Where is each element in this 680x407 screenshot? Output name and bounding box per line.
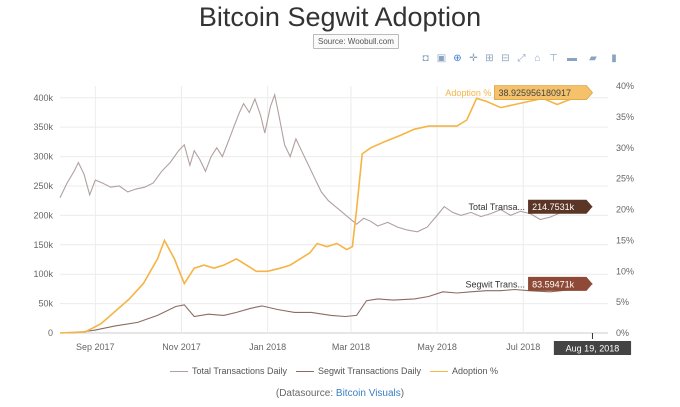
series-line-0: [59, 92, 593, 233]
hover-name-0: Total Transa...: [469, 202, 526, 212]
hover-value-1: 83.59471k: [532, 279, 575, 289]
save-icon[interactable]: ▣: [436, 52, 447, 64]
series-line-1: [59, 283, 593, 334]
legend-item-total[interactable]: Total Transactions Daily: [170, 366, 287, 376]
spike-lines-icon[interactable]: ⊤: [549, 52, 558, 64]
y-left-tick-label: 100k: [33, 269, 53, 279]
x-tick-label: Jan 2018: [249, 342, 286, 352]
pan-icon[interactable]: ✛: [469, 52, 478, 64]
zoom-in-icon[interactable]: ⊞: [485, 52, 494, 64]
y-left-tick-label: 300k: [33, 152, 53, 162]
y-left-tick-label: 150k: [33, 240, 53, 250]
chart-toolbar: ◘ ▣ ⊕ ✛ ⊞ ⊟ ⤢ ⌂ ⊤ ▬ ▰ ▮: [420, 50, 622, 66]
y-left-tick-label: 50k: [38, 299, 53, 309]
legend-label-segwit: Segwit Transactions Daily: [318, 366, 422, 376]
x-tick-label: Mar 2018: [332, 342, 370, 352]
y-left-tick-label: 350k: [33, 122, 53, 132]
plotly-logo-icon[interactable]: ▮: [611, 52, 617, 64]
zoom-out-icon[interactable]: ⊟: [501, 52, 510, 64]
legend-label-adoption: Adoption %: [452, 366, 499, 376]
y-right-tick-label: 15%: [616, 235, 634, 245]
y-right-tick-label: 20%: [616, 205, 634, 215]
y-right-tick-label: 35%: [616, 112, 634, 122]
legend-swatch-total: [170, 370, 188, 372]
reset-axes-icon[interactable]: ⌂: [534, 52, 541, 64]
x-tick-label: Sep 2017: [76, 342, 115, 352]
y-left-tick-label: 200k: [33, 210, 53, 220]
datasource-note: (Datasource: Bitcoin Visuals): [0, 388, 680, 399]
x-tick-label: Jul 2018: [506, 342, 540, 352]
legend-label-total: Total Transactions Daily: [192, 366, 288, 376]
y-right-tick-label: 25%: [616, 174, 634, 184]
y-right-tick-label: 30%: [616, 143, 634, 153]
y-right-tick-label: 5%: [616, 297, 629, 307]
source-label[interactable]: Source: Woobull.com: [313, 34, 399, 49]
x-tick-label: Nov 2017: [162, 342, 201, 352]
y-left-tick-label: 0: [48, 328, 53, 338]
hover-x-label: Aug 19, 2018: [566, 344, 620, 354]
hover-value-box-2: [494, 85, 593, 101]
legend-item-segwit[interactable]: Segwit Transactions Daily: [296, 366, 421, 376]
y-right-tick-label: 0%: [616, 328, 629, 338]
y-right-tick-label: 10%: [616, 266, 634, 276]
datasource-link[interactable]: Bitcoin Visuals: [335, 388, 401, 399]
hover-name-1: Segwit Trans...: [466, 279, 526, 289]
zoom-icon[interactable]: ⊕: [453, 52, 462, 64]
x-tick-label: May 2018: [417, 342, 457, 352]
camera-icon[interactable]: ◘: [422, 52, 429, 64]
autoscale-icon[interactable]: ⤢: [517, 52, 526, 64]
chart-title: Bitcoin Segwit Adoption: [198, 2, 482, 32]
legend-swatch-segwit: [296, 370, 314, 372]
hover-value-box-0: [528, 199, 593, 214]
datasource-suffix: ): [400, 388, 405, 399]
y-left-tick-label: 400k: [33, 93, 53, 103]
hover-closest-icon[interactable]: ▬: [567, 52, 577, 64]
hover-compare-icon[interactable]: ▰: [589, 52, 597, 64]
datasource-prefix: (Datasource:: [275, 388, 336, 399]
legend-item-adoption[interactable]: Adoption %: [430, 366, 498, 376]
hover-name-2: Adoption %: [445, 88, 491, 98]
hover-value-2: 38.925956180917: [498, 88, 571, 98]
legend-swatch-adoption: [430, 370, 448, 372]
hover-value-box-1: [528, 276, 593, 291]
y-left-tick-label: 250k: [33, 181, 53, 191]
series-line-2: [59, 91, 593, 334]
hover-value-0: 214.7531k: [532, 202, 575, 212]
hover-x-box: [553, 341, 632, 355]
y-right-tick-label: 40%: [616, 81, 634, 91]
